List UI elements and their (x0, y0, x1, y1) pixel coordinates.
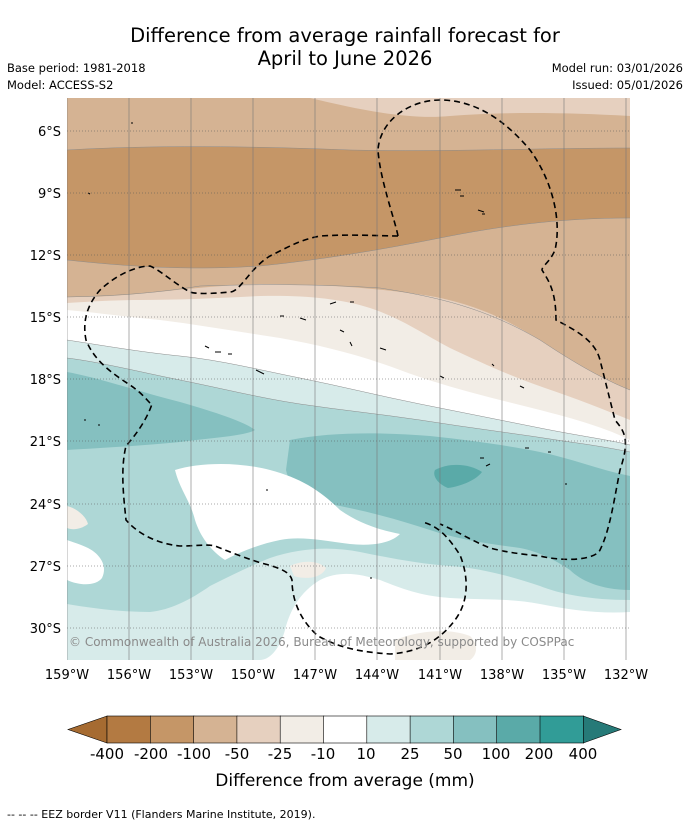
colorbar-tick: -400 (89, 745, 125, 763)
lat-label: 9°S (38, 187, 61, 202)
lat-labels: 6°S 9°S 12°S 15°S 18°S 21°S 24°S 27°S 30… (30, 125, 61, 637)
model-name: Model: ACCESS-S2 (7, 78, 114, 92)
lat-label: 27°S (30, 560, 61, 575)
colorbar-swatch (366, 715, 411, 744)
white-patch-b (67, 540, 105, 585)
band-minus-100 (67, 146, 630, 268)
colorbar-tick: -100 (176, 745, 212, 763)
colorbar-tick: 400 (568, 745, 598, 763)
map-plot-area: © Commonwealth of Australia 2026, Bureau… (67, 98, 630, 660)
lon-label: 144°W (355, 668, 399, 683)
lon-label: 156°W (107, 668, 151, 683)
dry-patch-southwest (67, 506, 88, 530)
colorbar-swatch (106, 715, 152, 744)
white-patch-c (216, 471, 251, 497)
base-period: Base period: 1981-2018 (7, 61, 146, 75)
lat-label: 18°S (30, 373, 61, 388)
colorbar-tick: -200 (133, 745, 169, 763)
colorbar (67, 715, 622, 744)
lon-gridlines (67, 98, 627, 660)
lon-label: 147°W (293, 668, 337, 683)
colorbar-swatch (409, 715, 455, 744)
lat-label: 30°S (30, 622, 61, 637)
lat-label: 24°S (30, 498, 61, 513)
colorbar-tick: 200 (524, 745, 554, 763)
contour-lines (67, 146, 630, 453)
lat-label: 15°S (30, 311, 61, 326)
colorbar-title: Difference from average (mm) (215, 771, 475, 791)
title-line-1: Difference from average rainfall forecas… (130, 24, 560, 47)
colorbar-swatch (496, 715, 541, 744)
model-run: Model run: 03/01/2026 (551, 61, 683, 75)
colorbar-swatch (279, 715, 325, 744)
colorbar-tick: 50 (443, 745, 463, 763)
meta-right: Model run: 03/01/2026 Issued: 05/01/2026 (552, 60, 683, 94)
colorbar-swatch (453, 715, 498, 744)
lon-label: 135°W (542, 668, 586, 683)
colorbar-swatch (193, 715, 238, 744)
lat-gridlines (67, 130, 630, 629)
colorbar-tick: -10 (310, 745, 336, 763)
chart-title: Difference from average rainfall forecas… (0, 24, 690, 70)
colorbar-swatch (323, 715, 368, 744)
colorbar-tick: 25 (400, 745, 420, 763)
issued-date: Issued: 05/01/2026 (572, 78, 683, 92)
lon-label: 153°W (169, 668, 213, 683)
colorbar-extend-low (67, 715, 108, 744)
islands (84, 122, 567, 579)
lon-label: 138°W (480, 668, 524, 683)
lon-label: 132°W (604, 668, 648, 683)
lon-label: 141°W (418, 668, 462, 683)
colorbar-swatch (236, 715, 281, 744)
colorbar-extend-high (582, 715, 622, 744)
eez-legend-footer: -- -- -- EEZ border V11 (Flanders Marine… (7, 808, 316, 821)
lon-label: 150°W (231, 668, 275, 683)
colorbar-swatch (150, 715, 195, 744)
title-line-2: April to June 2026 (257, 47, 433, 70)
colorbar-tick: -50 (224, 745, 250, 763)
band-plus-50 (67, 372, 630, 590)
lat-label: 12°S (30, 249, 61, 264)
colorbar-tick: 100 (481, 745, 511, 763)
meta-left: Base period: 1981-2018 Model: ACCESS-S2 (7, 60, 146, 94)
copyright-text: © Commonwealth of Australia 2026, Bureau… (69, 635, 574, 649)
lon-label: 159°W (45, 668, 89, 683)
lon-labels: 159°W 156°W 153°W 150°W 147°W 144°W 141°… (45, 668, 648, 683)
lat-label: 21°S (30, 435, 61, 450)
colorbar-tick: 10 (356, 745, 376, 763)
band-plus-100 (434, 464, 482, 488)
colorbar-swatch (539, 715, 585, 744)
lat-label: 6°S (38, 125, 61, 140)
colorbar-tick: -25 (267, 745, 293, 763)
dry-patch-southeast (395, 631, 477, 660)
